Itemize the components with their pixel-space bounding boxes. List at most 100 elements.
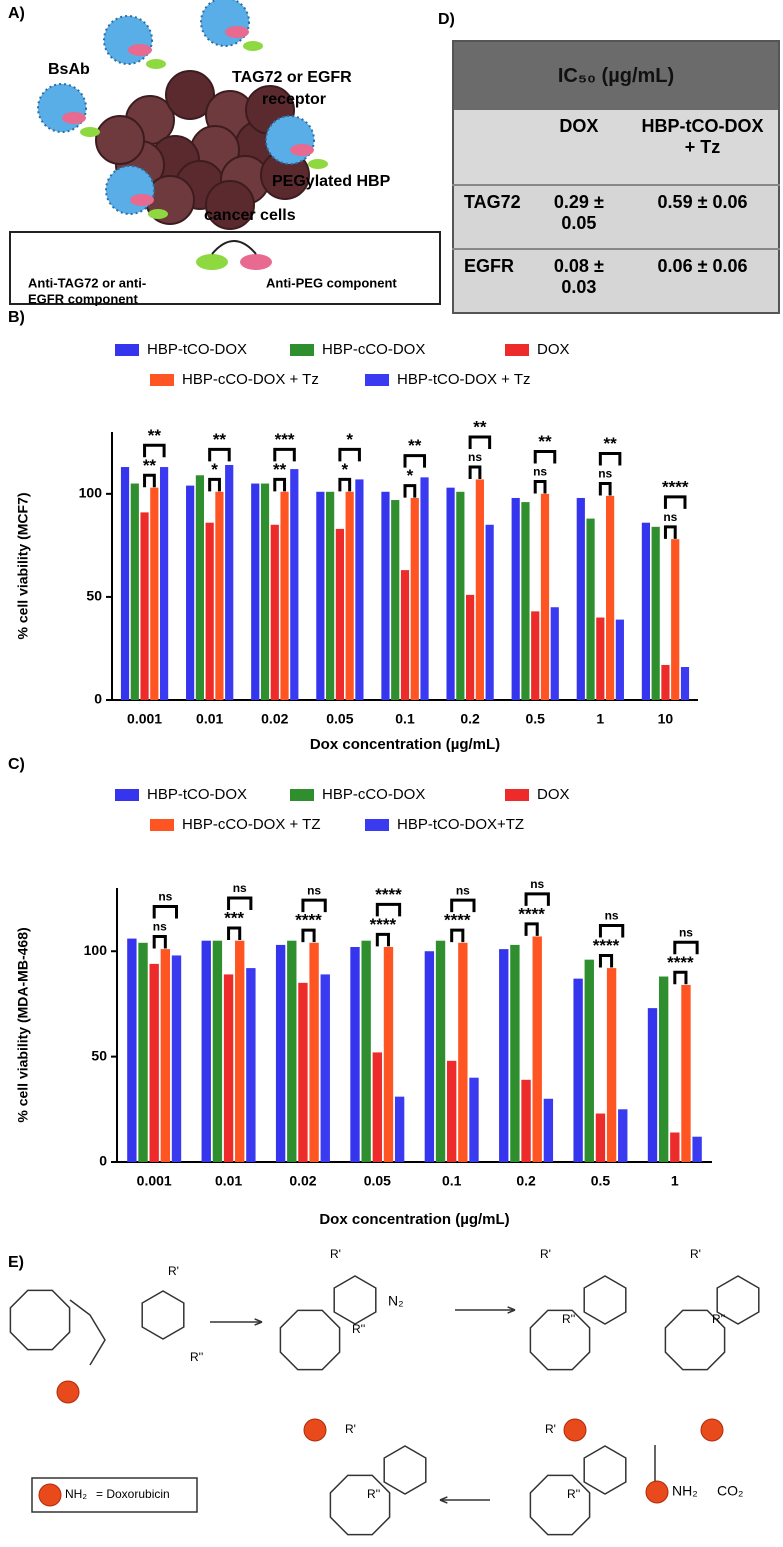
legend-swatch xyxy=(365,819,389,831)
significance-bracket xyxy=(663,525,677,539)
bar xyxy=(320,974,330,1162)
bar xyxy=(475,479,484,700)
doxorubicin-icon xyxy=(38,1483,62,1507)
column-header: DOX xyxy=(530,110,628,185)
significance-bracket xyxy=(524,892,550,906)
bar xyxy=(171,955,182,1162)
doxorubicin-icon xyxy=(56,1380,80,1404)
significance-label: * xyxy=(407,466,414,485)
significance-bracket xyxy=(533,479,547,494)
antibody xyxy=(225,26,249,38)
cancer-cell xyxy=(205,180,255,230)
y-tick-label: 50 xyxy=(91,1047,107,1063)
substituent-label: R' xyxy=(345,1422,356,1436)
label: B) xyxy=(8,309,25,326)
table-cell: 0.06 ± 0.06 xyxy=(627,248,779,313)
bar xyxy=(298,982,308,1162)
bar xyxy=(510,944,520,1162)
legend-label: HBP-tCO-DOX+TZ xyxy=(397,816,524,833)
significance-bracket xyxy=(208,447,231,462)
legend-swatch xyxy=(115,344,139,356)
legend-swatch xyxy=(150,819,174,831)
bar xyxy=(130,483,139,700)
significance-bracket xyxy=(208,477,221,492)
significance-bracket xyxy=(143,473,156,488)
x-tick-label: 0.1 xyxy=(395,711,415,727)
x-tick-label: 0.01 xyxy=(196,711,223,727)
legend-label: DOX xyxy=(537,341,570,358)
bar xyxy=(651,526,660,700)
significance-label: ns xyxy=(530,877,544,891)
bond xyxy=(69,1299,106,1366)
x-tick-label: 0.02 xyxy=(261,711,288,727)
legend-label: HBP-cCO-DOX + TZ xyxy=(182,816,321,833)
substituent-label: R'' xyxy=(352,1322,365,1336)
significance-label: ns xyxy=(153,920,167,934)
y-tick-label: 100 xyxy=(79,485,103,501)
significance-bracket xyxy=(468,465,482,480)
label: Anti-PEG component xyxy=(266,275,397,290)
significance-label: ** xyxy=(538,432,552,451)
bar xyxy=(681,984,691,1162)
substituent-label: R'' xyxy=(562,1312,575,1326)
bar xyxy=(540,493,550,700)
significance-label: ns xyxy=(605,909,619,923)
significance-label: ns xyxy=(158,890,172,904)
arrow-head xyxy=(507,1306,516,1314)
bar xyxy=(140,512,149,700)
doxorubicin-icon xyxy=(563,1418,587,1442)
bar xyxy=(149,963,159,1162)
linker xyxy=(211,240,257,255)
y-tick-label: 0 xyxy=(94,691,102,707)
bar xyxy=(355,479,364,700)
bar xyxy=(270,524,279,700)
bar xyxy=(326,491,335,700)
nh2-label: NH₂ xyxy=(65,1487,87,1501)
substituent-label: R' xyxy=(330,1247,341,1261)
x-tick-label: 0.1 xyxy=(442,1173,462,1189)
bar xyxy=(641,522,651,700)
bar xyxy=(246,968,256,1162)
bar xyxy=(550,607,559,700)
bar xyxy=(499,949,509,1162)
arrow-head xyxy=(439,1496,448,1504)
antibody xyxy=(290,144,314,156)
significance-bracket xyxy=(673,940,699,955)
significance-bracket xyxy=(533,449,557,464)
significance-bracket xyxy=(227,896,253,911)
bar xyxy=(469,1077,479,1162)
heterocycle-ring xyxy=(583,1445,627,1495)
x-tick-label: 0.5 xyxy=(591,1173,611,1189)
label: D) xyxy=(438,11,455,28)
x-tick-label: 0.05 xyxy=(326,711,353,727)
bar xyxy=(235,940,245,1162)
significance-bracket xyxy=(663,495,687,509)
substituent-label: R'' xyxy=(367,1487,380,1501)
legend-swatch xyxy=(505,344,529,356)
bar xyxy=(596,617,605,700)
antibody xyxy=(308,159,328,169)
bar xyxy=(201,940,211,1162)
significance-label: ** xyxy=(213,430,227,449)
significance-bracket xyxy=(598,953,614,968)
cyclooctane-ring xyxy=(279,1309,341,1371)
significance-bracket xyxy=(598,482,612,496)
label: cancer cells xyxy=(204,207,296,224)
legend-swatch xyxy=(365,374,389,386)
significance-bracket xyxy=(524,922,539,936)
significance-label: **** xyxy=(662,477,689,496)
significance-bracket xyxy=(152,934,167,949)
significance-bracket xyxy=(403,454,427,468)
bar xyxy=(521,502,530,700)
bar xyxy=(618,1109,628,1162)
y-axis-title: % cell viability (MDA-MB-468) xyxy=(15,927,31,1122)
x-tick-label: 0.2 xyxy=(516,1173,536,1189)
antibody xyxy=(80,127,100,137)
legend-swatch xyxy=(150,374,174,386)
antibody xyxy=(243,41,263,51)
bar xyxy=(383,947,394,1162)
bar xyxy=(606,968,617,1162)
bar xyxy=(316,491,325,700)
significance-bracket xyxy=(152,904,178,919)
